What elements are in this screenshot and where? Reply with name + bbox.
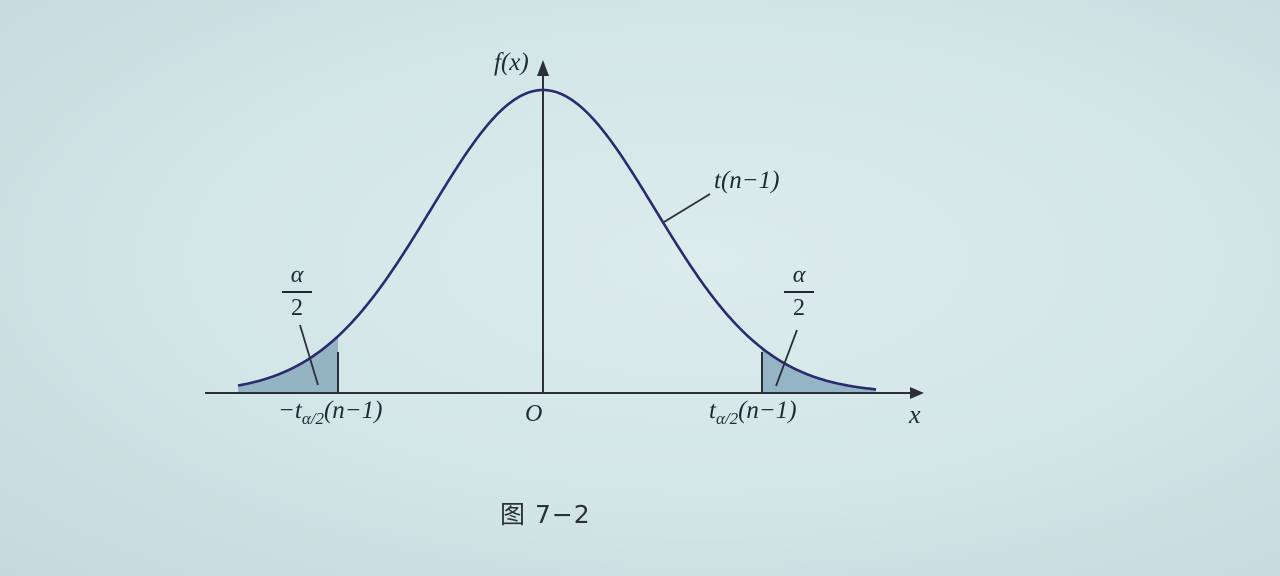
- y-axis-label: f(x): [494, 49, 529, 76]
- y-axis-arrowhead: [537, 60, 549, 76]
- right-tail-leader-line: [775, 329, 798, 387]
- right-quantile-suffix: (n−1): [738, 397, 797, 424]
- origin-label: O: [525, 401, 543, 427]
- left-fraction-denominator: 2: [291, 294, 303, 321]
- figure-caption: 图 7−2: [500, 500, 591, 529]
- x-axis-arrowhead: [910, 387, 924, 399]
- right-tail-shaded-area: [762, 348, 876, 393]
- left-tail-fraction: α 2: [282, 262, 312, 322]
- left-quantile-subscript: α/2: [301, 409, 324, 428]
- x-axis-label: x: [909, 400, 921, 429]
- right-tail-fraction: α 2: [784, 262, 814, 322]
- right-fraction-denominator: 2: [793, 294, 805, 321]
- right-fraction-numerator: α: [792, 262, 806, 288]
- left-quantile-label: −tα/2(n−1): [278, 397, 383, 427]
- density-curve: [237, 88, 877, 391]
- right-quantile-subscript: α/2: [715, 409, 739, 428]
- left-fraction-numerator: α: [290, 262, 304, 288]
- left-tail-shaded-area: [238, 336, 338, 393]
- left-quantile-prefix: −t: [278, 397, 302, 424]
- left-quantile-suffix: (n−1): [323, 397, 383, 424]
- curve-label-leader-line: [663, 193, 711, 223]
- right-quantile-label: tα/2(n−1): [709, 397, 797, 427]
- curve-label: t(n−1): [714, 167, 780, 194]
- left-fraction-bar: [282, 291, 312, 293]
- left-tail-leader-line: [299, 324, 319, 386]
- right-quantile-prefix: t: [709, 397, 716, 424]
- right-fraction-bar: [784, 291, 814, 293]
